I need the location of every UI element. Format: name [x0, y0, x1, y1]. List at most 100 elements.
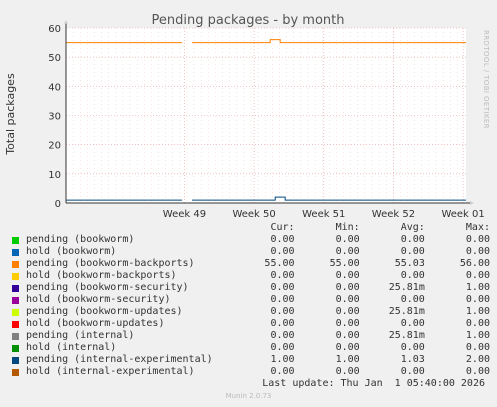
legend-cur: 0.00 [270, 306, 295, 317]
legend-cur: 0.00 [270, 234, 295, 245]
legend-row: hold (bookworm-backports) 0.00 0.00 0.00 0.0… [12, 270, 490, 282]
y-tick-label: 30 [48, 112, 61, 123]
legend-min: 1.00 [335, 354, 360, 365]
legend-max: 56.00 [459, 258, 490, 269]
legend-row: hold (internal) 0.00 0.00 0.00 0.00 [12, 342, 490, 354]
legend-min: 0.00 [335, 294, 360, 305]
y-tick-label: 10 [48, 170, 61, 181]
legend-max: 1.00 [465, 282, 490, 293]
y-axis-label: Total packages [4, 73, 17, 156]
header-avg: Avg: [400, 222, 425, 233]
legend-min: 0.00 [335, 282, 360, 293]
header-min: Min: [335, 222, 360, 233]
legend-row: hold (bookworm-security) 0.00 0.00 0.00 0.00 [12, 294, 490, 306]
legend: Cur: Min: Avg: Max: pending (bookworm) 0.… [12, 222, 490, 378]
legend-cur: 55.00 [264, 258, 295, 269]
header-cur: Cur: [270, 222, 295, 233]
legend-series-name: pending (bookworm-security) [26, 282, 189, 293]
legend-row: pending (bookworm-backports) 55.00 55.00 55… [12, 258, 490, 270]
legend-swatch [12, 332, 19, 340]
y-tick-label: 40 [48, 82, 61, 93]
legend-min: 0.00 [335, 270, 360, 281]
legend-max: 0.00 [465, 270, 490, 281]
legend-series-name: hold (bookworm-updates) [26, 318, 165, 329]
legend-row: pending (bookworm-updates) 0.00 0.00 25.81m… [12, 306, 490, 318]
legend-row: pending (bookworm) 0.00 0.00 0.00 0.00 [12, 234, 490, 246]
legend-row: pending (internal) 0.00 0.00 25.81m 1.00 [12, 330, 490, 342]
legend-avg: 55.03 [394, 258, 425, 269]
legend-min: 0.00 [335, 234, 360, 245]
x-tick-label: Week 51 [302, 209, 345, 220]
series-line-pending-bookworm-backports-b [192, 39, 466, 44]
legend-max: 1.00 [465, 330, 490, 341]
legend-swatch [12, 284, 19, 292]
x-tick-labels: Week 49 Week 50 Week 51 Week 52 Week 01 [163, 209, 485, 220]
x-tick-label: Week 01 [441, 209, 484, 220]
legend-series-name: hold (bookworm-security) [26, 294, 171, 305]
legend-series-name: pending (internal-experimental) [26, 354, 213, 365]
chart-title: Pending packages - by month [152, 13, 345, 28]
legend-row: pending (internal-experimental) 1.00 1.00 1… [12, 354, 490, 366]
y-axis-arrow-icon [64, 20, 68, 24]
legend-swatch [12, 248, 19, 256]
legend-rows: pending (bookworm) 0.00 0.00 0.00 0.00 hold (… [12, 234, 490, 378]
legend-max: 1.00 [465, 306, 490, 317]
legend-swatch [12, 344, 19, 352]
legend-min: 0.00 [335, 366, 360, 377]
legend-max: 2.00 [465, 354, 490, 365]
legend-max: 0.00 [465, 234, 490, 245]
legend-min: 0.00 [335, 330, 360, 341]
legend-series-name: pending (bookworm-backports) [26, 258, 195, 269]
legend-avg: 0.00 [400, 246, 425, 257]
legend-cur: 1.00 [270, 354, 295, 365]
legend-series-name: hold (bookworm) [26, 246, 117, 257]
legend-row: hold (internal-experimental) 0.00 0.00 0.00… [12, 366, 490, 378]
legend-avg: 0.00 [400, 270, 425, 281]
legend-avg: 25.81m [388, 306, 425, 317]
legend-series-name: pending (bookworm-updates) [26, 306, 183, 317]
legend-max: 0.00 [465, 246, 490, 257]
legend-series-name: hold (internal) [26, 342, 117, 353]
legend-avg: 0.00 [400, 366, 425, 377]
legend-avg: 25.81m [388, 282, 425, 293]
x-axis-arrow-icon [470, 201, 474, 205]
legend-cur: 0.00 [270, 270, 295, 281]
legend-swatch [12, 236, 19, 244]
last-update: Last update: Thu Jan 1 05:40:00 2026 [262, 378, 485, 389]
axes [64, 20, 474, 205]
legend-min: 0.00 [335, 306, 360, 317]
legend-cur: 0.00 [270, 246, 295, 257]
legend-cur: 0.00 [270, 342, 295, 353]
legend-max: 0.00 [465, 366, 490, 377]
y-tick-label: 50 [48, 53, 61, 64]
legend-avg: 25.81m [388, 330, 425, 341]
legend-header: Cur: Min: Avg: Max: [12, 222, 490, 234]
legend-cur: 0.00 [270, 330, 295, 341]
legend-avg: 0.00 [400, 234, 425, 245]
legend-avg: 1.03 [400, 354, 425, 365]
x-tick-label: Week 49 [163, 209, 206, 220]
x-tick-label: Week 52 [372, 209, 415, 220]
rrdtool-credit: RRDTOOL / TOBI OETIKER [482, 30, 490, 129]
legend-swatch [12, 308, 19, 316]
legend-cur: 0.00 [270, 294, 295, 305]
y-tick-label: 0 [55, 199, 61, 210]
y-tick-label: 20 [48, 141, 61, 152]
legend-swatch [12, 320, 19, 328]
legend-min: 0.00 [335, 342, 360, 353]
legend-row: hold (bookworm-updates) 0.00 0.00 0.00 0.00 [12, 318, 490, 330]
legend-row: hold (bookworm) 0.00 0.00 0.00 0.00 [12, 246, 490, 258]
legend-swatch [12, 296, 19, 304]
legend-min: 0.00 [335, 246, 360, 257]
legend-series-name: pending (bookworm) [26, 234, 135, 245]
legend-swatch [12, 260, 19, 268]
x-tick-label: Week 50 [232, 209, 275, 220]
legend-avg: 0.00 [400, 342, 425, 353]
legend-series-name: hold (bookworm-backports) [26, 270, 177, 281]
legend-cur: 0.00 [270, 318, 295, 329]
header-max: Max: [465, 222, 490, 233]
legend-min: 55.00 [329, 258, 360, 269]
legend-cur: 0.00 [270, 282, 295, 293]
legend-avg: 0.00 [400, 294, 425, 305]
legend-swatch [12, 272, 19, 280]
